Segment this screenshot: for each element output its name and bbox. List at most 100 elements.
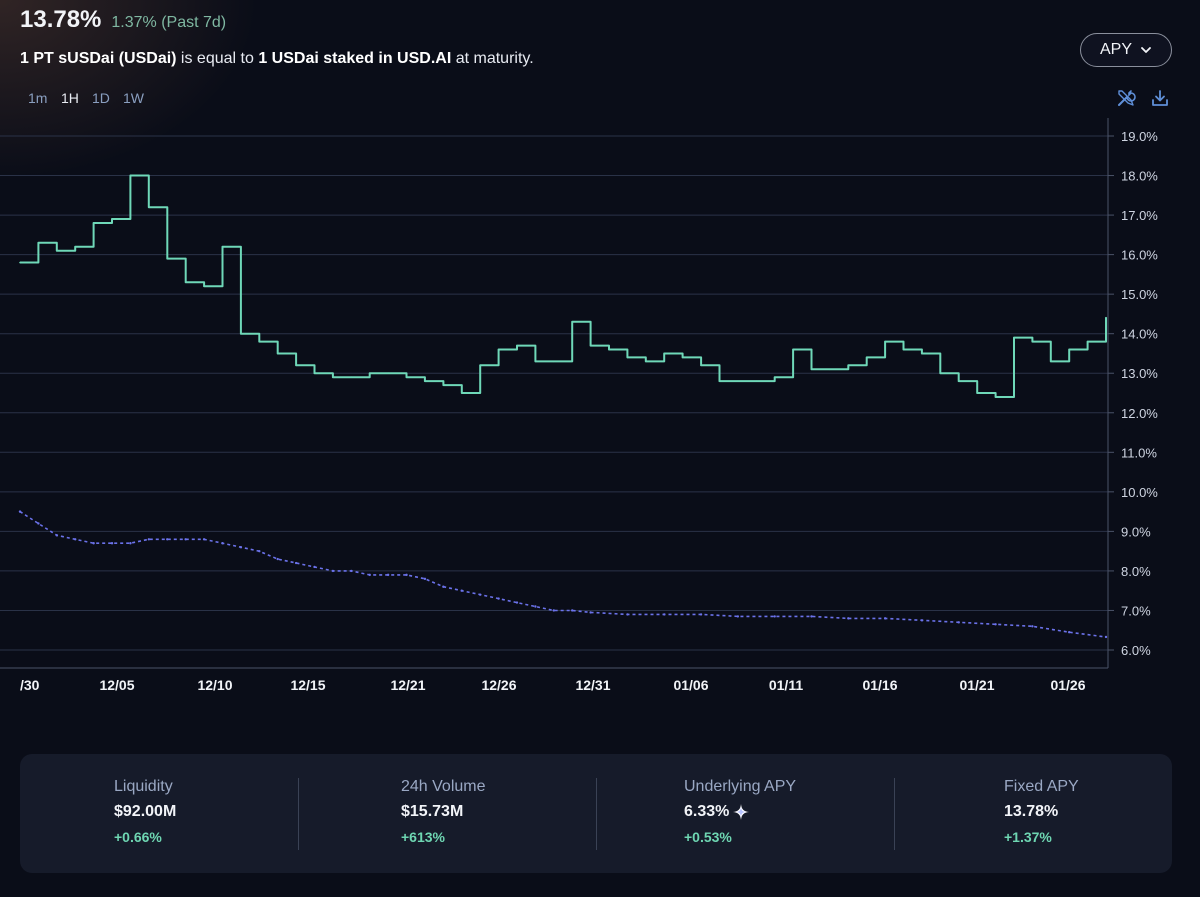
chevron-down-icon (1141, 47, 1151, 53)
data-point (994, 396, 997, 398)
data-point (755, 380, 758, 382)
data-point (368, 372, 371, 375)
data-point (387, 372, 389, 375)
y-tick-label: 16.0% (1121, 248, 1158, 263)
y-tick-label: 18.0% (1121, 169, 1158, 184)
data-point (74, 245, 77, 248)
timeframe-1h[interactable]: 1H (61, 90, 79, 106)
stat-value-text: 6.33% (684, 803, 730, 820)
stat-value: 13.78% (1004, 803, 1079, 821)
data-point (773, 376, 776, 378)
apy-dropdown-button[interactable]: APY (1080, 33, 1172, 67)
data-point (497, 348, 500, 351)
data-point (148, 206, 150, 208)
data-point (423, 577, 427, 581)
data-point (424, 380, 426, 382)
timeframe-1w[interactable]: 1W (123, 90, 144, 106)
data-point (478, 593, 482, 596)
data-point (534, 605, 537, 608)
data-point (276, 557, 279, 561)
stat-fixed-apy: Fixed APY 13.78% +1.37% (1004, 778, 1079, 845)
sparkle-icon[interactable] (733, 804, 750, 820)
data-point (608, 348, 610, 351)
stat-divider (298, 778, 299, 850)
data-point (626, 613, 629, 616)
data-point (552, 609, 555, 612)
current-apy-value: 13.78% (20, 6, 102, 33)
data-point (258, 549, 261, 553)
apy-dropdown-label: APY (1099, 41, 1132, 58)
y-tick-label: 11.0% (1121, 445, 1157, 460)
timeframe-1m[interactable]: 1m (28, 90, 48, 106)
data-point (37, 522, 40, 525)
data-point (258, 340, 261, 343)
data-point (111, 218, 113, 220)
data-point (313, 565, 316, 569)
data-point (1049, 360, 1052, 363)
data-point (515, 601, 519, 604)
data-point (276, 352, 279, 355)
data-point (571, 609, 574, 612)
x-tick-label: 01/16 (862, 677, 897, 693)
data-point (1105, 340, 1107, 343)
data-point (792, 348, 794, 351)
x-tick-label: 01/21 (959, 677, 994, 693)
x-tick-label: 12/31 (575, 677, 610, 693)
underlying-apy-series-line (19, 510, 1107, 638)
x-tick-label: /30 (20, 677, 40, 693)
y-tick-label: 9.0% (1121, 524, 1151, 539)
data-point (663, 352, 666, 355)
y-tick-label: 17.0% (1121, 208, 1158, 223)
data-point (773, 615, 776, 618)
fixed-apy-series-line (20, 174, 1107, 398)
data-point (350, 376, 353, 378)
stat-label: Liquidity (114, 778, 173, 795)
x-tick-label: 01/26 (1050, 677, 1085, 693)
data-point (37, 241, 40, 244)
y-tick-label: 13.0% (1121, 366, 1158, 381)
data-point (294, 561, 298, 565)
stat-value-text: $92.00M (114, 803, 177, 820)
stat-value: $15.73M (401, 803, 486, 821)
y-tick-label: 15.0% (1121, 287, 1158, 302)
timeframe-1d[interactable]: 1D (92, 90, 110, 106)
data-point (202, 538, 206, 541)
y-tick-label: 6.0% (1121, 643, 1151, 658)
data-point (939, 372, 942, 375)
stat-change: +1.37% (1004, 829, 1052, 845)
data-point (479, 364, 481, 367)
stat-change: +613% (401, 829, 445, 845)
stat-value: 6.33% (684, 803, 796, 821)
data-point (460, 589, 463, 592)
data-point (350, 569, 353, 573)
data-point (865, 356, 868, 359)
data-point (240, 332, 242, 335)
data-point (699, 613, 703, 616)
data-point (718, 380, 721, 382)
data-point (1068, 348, 1070, 351)
data-point (645, 360, 647, 363)
x-tick-label: 12/15 (290, 677, 325, 693)
x-tick-label: 12/05 (99, 677, 134, 693)
x-tick-label: 12/21 (390, 677, 425, 693)
data-point (18, 510, 22, 513)
data-point (55, 534, 59, 537)
data-point (203, 285, 205, 288)
data-point (386, 573, 390, 577)
desc-part-4: at maturity. (451, 50, 534, 67)
y-tick-label: 14.0% (1121, 327, 1158, 342)
download-icon[interactable] (1150, 88, 1170, 108)
data-point (1013, 336, 1015, 339)
data-point (221, 245, 224, 248)
data-point (405, 376, 408, 378)
y-tick-label: 19.0% (1121, 129, 1158, 144)
data-point (700, 364, 702, 367)
apy-change: 1.37% (Past 7d) (111, 14, 227, 31)
data-point (810, 615, 813, 618)
data-point (166, 538, 169, 541)
x-tick-label: 01/11 (769, 677, 803, 693)
wrench-screwdriver-icon[interactable] (1116, 88, 1136, 108)
data-point (19, 261, 21, 264)
data-point (902, 348, 905, 351)
data-point (1031, 340, 1034, 343)
